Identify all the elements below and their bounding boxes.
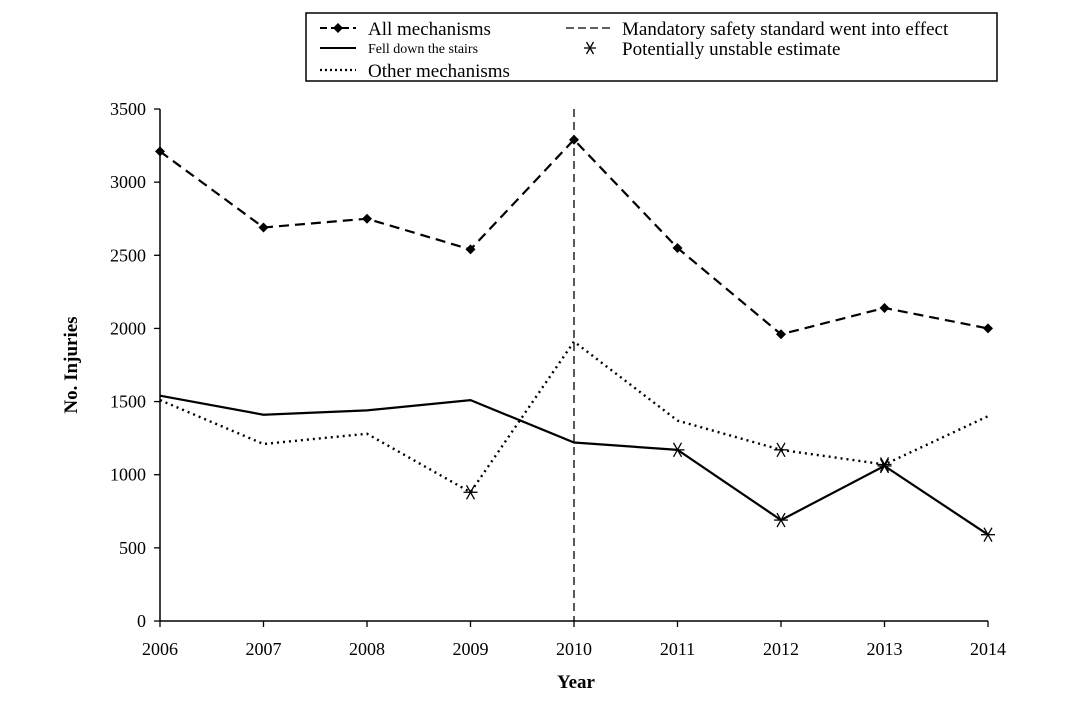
y-tick-label: 0 <box>137 611 146 631</box>
series-line-other-mechanisms <box>159 339 989 494</box>
legend-label-fell-stairs: Fell down the stairs <box>368 42 478 57</box>
legend-label-all-mechanisms: All mechanisms <box>368 19 491 40</box>
series-line-fell-down-the-stairs <box>159 394 989 536</box>
diamond-marker-2010 <box>569 134 579 145</box>
y-tick-label: 1000 <box>110 465 146 485</box>
diamond-marker-2012 <box>776 329 786 340</box>
legend-label-other-mechanisms: Other mechanisms <box>368 61 510 82</box>
legend-diamond-marker <box>333 23 343 33</box>
diamond-marker-2014 <box>983 323 993 334</box>
legend-label-reference: Mandatory safety standard went into effe… <box>622 19 949 40</box>
diamond-marker-2008 <box>362 213 372 224</box>
x-tick-label: 2008 <box>349 639 385 659</box>
x-tick-label: 2010 <box>556 639 592 659</box>
diamond-marker-2007 <box>258 222 269 233</box>
x-tick-label: 2009 <box>453 639 489 659</box>
x-tick-label: 2006 <box>142 639 178 659</box>
diamond-marker-2011 <box>672 242 683 253</box>
diamond-marker-2013 <box>879 302 890 313</box>
series-line-all-mechanisms <box>159 138 989 336</box>
unstable-marker-fell-down-the-stairs-2011 <box>670 442 685 458</box>
y-tick-label: 2500 <box>110 245 146 265</box>
unstable-marker-fell-down-the-stairs-2012 <box>774 512 788 528</box>
y-tick-label: 500 <box>119 538 146 558</box>
unstable-marker-fell-down-the-stairs-2014 <box>981 527 995 543</box>
x-tick-label: 2013 <box>867 639 903 659</box>
y-tick-label: 1500 <box>110 392 146 412</box>
y-axis-ticks: 0 500 1000 1500 2000 2500 3000 3500 <box>110 99 160 631</box>
y-tick-label: 2000 <box>110 318 146 338</box>
legend-box <box>305 12 998 82</box>
legend: All mechanisms Fell down the stairs Othe… <box>305 12 998 82</box>
x-tick-label: 2012 <box>763 639 799 659</box>
y-axis-title: No. Injuries <box>61 316 82 413</box>
x-axis-title: Year <box>557 672 596 693</box>
legend-asterisk-marker <box>584 41 596 55</box>
diamond-marker-2006 <box>155 146 165 157</box>
unstable-marker-other-mechanisms-2013 <box>877 457 892 472</box>
y-tick-label: 3500 <box>110 99 146 119</box>
legend-label-unstable: Potentially unstable estimate <box>622 39 840 60</box>
x-tick-label: 2011 <box>660 639 695 659</box>
unstable-marker-fell-down-the-stairs-2013 <box>877 458 892 474</box>
y-tick-label: 3000 <box>110 172 146 192</box>
unstable-marker-other-mechanisms-2012 <box>774 442 788 458</box>
diamond-marker-2009 <box>465 244 476 255</box>
series-layer <box>155 134 995 543</box>
x-tick-label: 2007 <box>246 639 282 659</box>
unstable-marker-other-mechanisms-2009 <box>463 484 478 500</box>
x-axis-ticks: 2006 2007 2008 2009 2010 2011 2012 2013 2014 <box>142 621 1006 659</box>
x-tick-label: 2014 <box>970 639 1006 659</box>
